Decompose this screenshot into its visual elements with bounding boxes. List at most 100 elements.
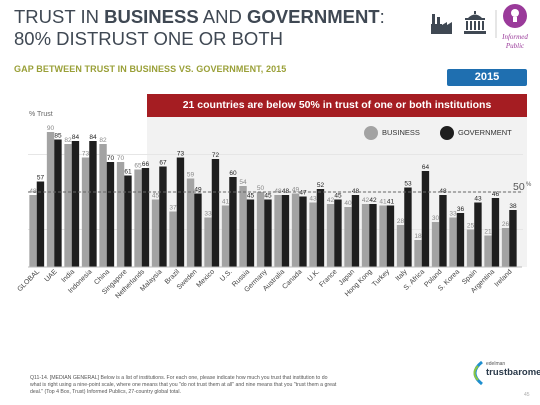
slide-title: TRUST IN BUSINESS AND GOVERNMENT: 80% DIS… [14,6,385,50]
bar-value-label: 41 [222,199,230,206]
bar-business [309,202,317,267]
footnote-line-1: Q11-14. [MEDIAN GENERAL] Below is a list… [30,375,328,381]
bar-business [379,205,387,267]
category-label: U.K. [307,268,322,283]
bar-value-label: 72 [212,152,220,159]
bar-value-label: 33 [449,211,457,218]
bar-value-label: 37 [169,205,177,212]
bar-business [204,217,212,267]
year-badge: 2015 [447,69,527,86]
bar-value-label: 42 [369,197,377,204]
summary-banner: 21 countries are below 50% in trust of o… [147,94,527,117]
title-part-1: TRUST IN [14,6,105,27]
bar-value-label: 30 [432,215,440,222]
bar-business [501,228,510,267]
bar-government [106,162,115,267]
y-axis-label: % Trust [29,111,53,118]
bar-value-label: 21 [484,229,492,236]
category-label: Turkey [371,268,391,288]
title-business: BUSINESS [104,6,199,27]
bar-government [421,171,430,267]
bar-business [361,204,370,267]
bar-business [396,225,405,267]
bar-value-label: 43 [474,196,482,203]
bar-business [414,240,422,267]
category-label: India [60,268,76,284]
bar-government [176,157,185,267]
bar-value-label: 40 [344,200,352,207]
bar-government [54,139,62,267]
bar-business [151,199,160,267]
bar-government [299,196,307,267]
footnote-line-3: deal." (Top 4 Box, Trust) Informed Publi… [30,388,181,395]
bar-government [456,213,465,267]
bar-business [134,169,142,267]
bar-value-label: 18 [414,233,422,240]
bar-business [431,222,440,267]
bar-government [159,166,167,267]
category-label: Ireland [494,268,514,288]
bar-government [89,141,97,267]
bar-value-label: 26 [502,221,510,228]
bar-business [29,195,37,267]
page-number: 45 [524,392,530,398]
bar-government [229,177,237,267]
factory-icon [431,14,452,34]
bar-value-label: 54 [239,179,247,186]
bar-value-label: 28 [397,218,405,225]
bar-government [124,175,132,267]
bar-value-label: 45 [264,193,272,200]
government-building-icon [440,126,454,140]
category-label: Italy [395,268,409,282]
bar-value-label: 38 [509,203,517,210]
bar-value-label: 36 [457,206,465,213]
factory-icon [364,126,378,140]
footnote: Q11-14. [MEDIAN GENERAL] Below is a list… [30,375,370,395]
bar-value-label: 53 [404,181,412,188]
category-label: GLOBAL [16,268,41,293]
bar-value-label: 90 [47,125,55,132]
bar-business [291,193,300,267]
bar-value-label: 61 [124,169,132,176]
bar-government [491,198,500,267]
bar-business [466,229,475,267]
bar-business [169,211,177,267]
category-label: Canada [281,268,303,290]
bar-value-label: 67 [159,160,167,167]
bar-value-label: 73 [177,151,185,158]
bar-value-label: 66 [142,161,150,168]
category-label: UAE [44,268,59,283]
footnote-line-2: what is right using a nine-point scale, … [30,381,337,388]
footer-logo-small: edelman [486,361,506,367]
category-label: France [318,268,338,288]
bar-government [386,205,395,267]
bar-value-label: 25 [467,223,475,230]
bar-value-label: 60 [229,170,237,177]
category-label: U.S. [219,268,234,283]
bar-government [474,202,482,267]
bar-value-label: 64 [422,164,430,171]
bar-value-label: 42 [362,197,370,204]
bar-value-label: 47 [299,190,307,197]
header-icons [430,10,500,38]
title-part-2: AND [198,6,248,27]
bar-business [274,195,282,267]
bar-government [281,195,290,267]
government-building-icon [464,11,486,34]
bar-value-label: 70 [117,155,125,162]
bar-business [221,205,230,267]
bar-value-label: 84 [72,134,80,141]
bar-government [141,168,150,267]
logo-text: Informed Public [490,33,540,51]
category-label: Mexico [196,268,217,289]
bar-business [239,186,247,267]
bar-value-label: 45 [334,193,342,200]
bar-government [194,193,202,267]
title-part-3: : [379,6,385,27]
bar-business [449,217,457,267]
bar-value-label: 45 [247,193,255,200]
bar-value-label: 57 [37,175,45,182]
bar-business [64,144,72,267]
edelman-trust-barometer-logo: edelman trustbarometer [466,358,540,390]
